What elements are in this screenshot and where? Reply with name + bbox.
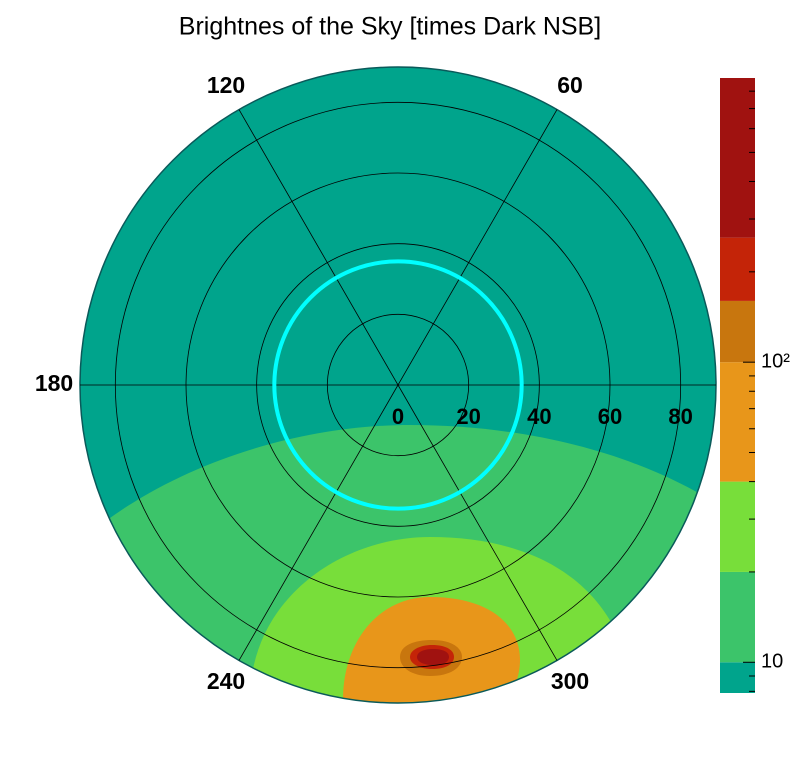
radial-label: 60 (598, 404, 622, 429)
angle-label: 300 (551, 668, 589, 694)
colorbar-tick-label: 10² (761, 350, 790, 372)
colorbar-band (720, 481, 755, 572)
contour-region (417, 649, 449, 665)
radial-label: 80 (668, 404, 692, 429)
chart-title: Brightnes of the Sky [times Dark NSB] (179, 13, 601, 41)
colorbar-tick-label: 10 (761, 651, 783, 673)
angle-label: 240 (207, 668, 245, 694)
spoke (397, 384, 558, 661)
contour-region (343, 597, 520, 703)
spoke (238, 384, 399, 661)
colorbar-band (720, 362, 755, 482)
angle-label: 180 (35, 370, 73, 396)
colorbar-band (720, 237, 755, 301)
spoke (397, 109, 558, 386)
angle-label: 120 (207, 72, 245, 98)
radial-label: 40 (527, 404, 551, 429)
radial-label: 20 (456, 404, 480, 429)
angle-label: 60 (557, 72, 583, 98)
colorbar-band (720, 662, 755, 693)
highlight-circle (272, 259, 524, 511)
spoke (238, 109, 399, 386)
radial-label: 0 (392, 404, 404, 429)
colorbar-band (720, 571, 755, 663)
overlay: 060120180240300020406080 (35, 66, 748, 704)
colorbar-band (720, 78, 755, 238)
colorbar-band (720, 300, 755, 363)
